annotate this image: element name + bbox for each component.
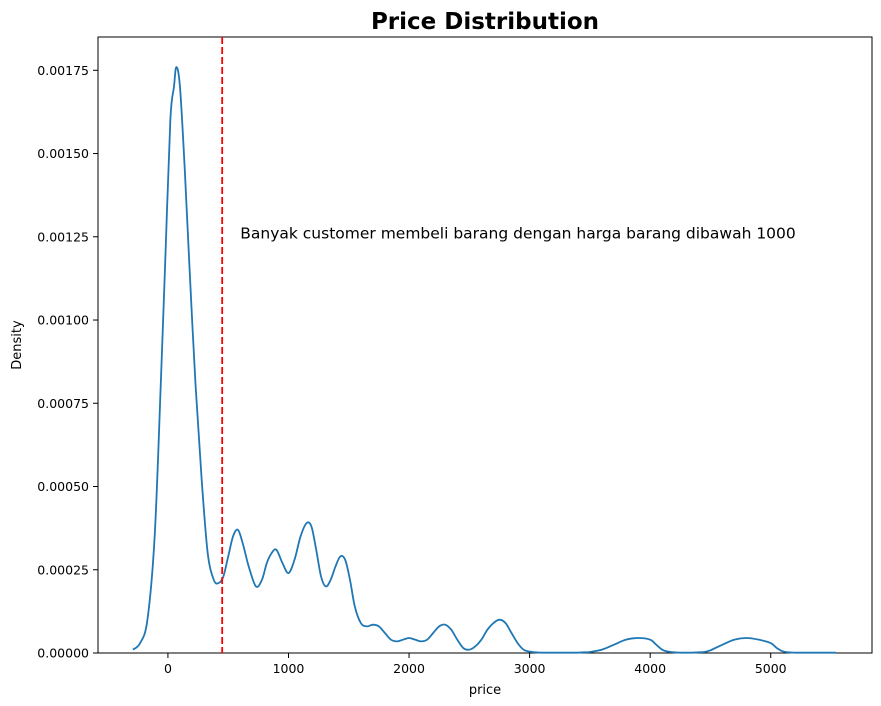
x-axis: 0 1000 2000 3000 4000 5000: [164, 653, 787, 676]
y-tick-label: 0.00175: [37, 63, 89, 78]
x-tick-label: 4000: [634, 661, 666, 676]
y-tick-label: 0.00025: [37, 562, 89, 577]
density-curve: [132, 66, 836, 654]
annotation-text: Banyak customer membeli barang dengan ha…: [240, 224, 796, 242]
x-tick-label: 3000: [514, 661, 546, 676]
y-tick-label: 0.00125: [37, 229, 89, 244]
x-tick-label: 2000: [393, 661, 425, 676]
y-tick-label: 0.00000: [37, 646, 89, 661]
y-tick-label: 0.00150: [37, 146, 89, 161]
x-tick-label: 0: [164, 661, 172, 676]
plot-frame: [97, 36, 873, 654]
x-tick-label: 5000: [755, 661, 787, 676]
y-axis: 0.00000 0.00025 0.00050 0.00075 0.00100 0.001…: [37, 63, 98, 661]
y-axis-label: Density: [10, 320, 25, 370]
x-tick-label: 1000: [273, 661, 305, 676]
y-tick-label: 0.00075: [37, 396, 89, 411]
y-tick-label: 0.00100: [37, 313, 89, 328]
x-axis-label: price: [469, 683, 501, 698]
y-tick-label: 0.00050: [37, 479, 89, 494]
chart-title: Price Distribution: [371, 9, 599, 35]
